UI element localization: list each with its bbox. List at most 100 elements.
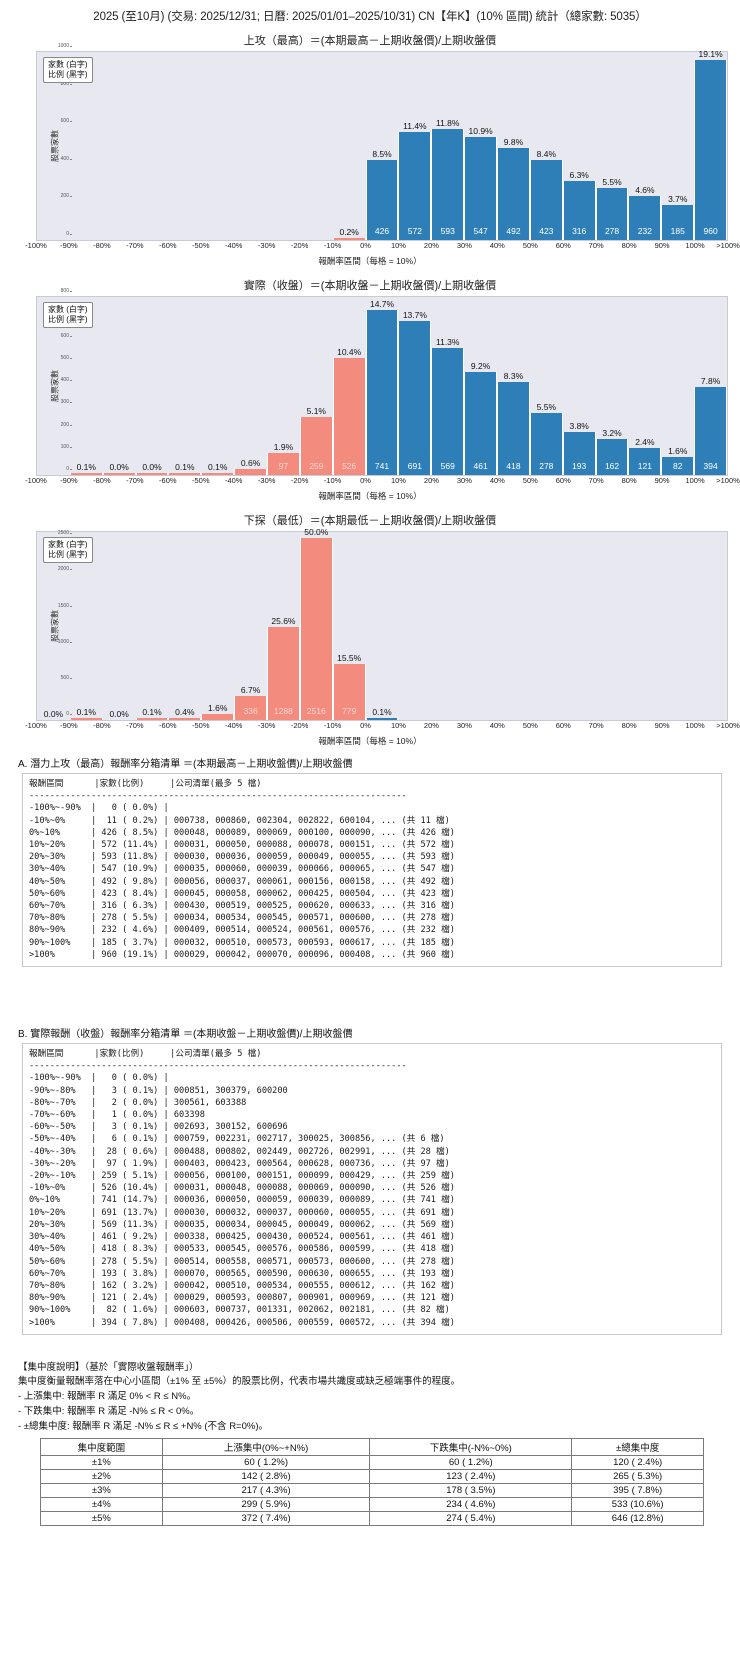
bar: 9.2% 461 (464, 361, 498, 475)
spacer (0, 1526, 740, 1542)
bar: 0.1% (168, 462, 202, 475)
legend-close: 家數 (白字) 比例 (黑字) (43, 302, 93, 328)
bar-percent-label: 8.3% (503, 371, 524, 381)
bar-group: 10.9% 547 (464, 52, 498, 240)
bar: 19.1% 960 (694, 49, 728, 240)
concentration-bullet-total: - ±總集中度: 報酬率 R 滿足 -N% ≤ R ≤ +N% (不含 R=0%… (18, 1420, 268, 1432)
table-cell: 217 ( 4.3%) (161, 1483, 371, 1499)
bar-count-label: 423 (539, 226, 554, 236)
bar: 3.8% 193 (562, 421, 596, 475)
legend-line-ratio: 比例 (黑字) (48, 550, 88, 559)
y-tick-label: 0 (66, 711, 72, 717)
table-cell: ±1% (40, 1455, 163, 1471)
bar-percent-label: 9.8% (503, 136, 524, 147)
bar: 15.5% 779 (332, 653, 366, 720)
table-cell: 533 (10.6%) (571, 1497, 704, 1513)
bar: 11.3% 569 (431, 337, 465, 475)
bar-group (234, 52, 267, 240)
bar: 25.6% 1288 (267, 616, 300, 720)
x-tick-label: -40% (224, 241, 243, 250)
table-row: ±5% 372 ( 7.4%) 274 ( 5.4%) 646 (12.8%) (40, 1511, 704, 1527)
bar: 11.4% 572 (398, 121, 432, 240)
bar-count-label: 162 (604, 461, 620, 471)
table-cell: ±2% (40, 1469, 163, 1485)
bar-count-label: 232 (637, 226, 652, 236)
bar-group: 3.2% 162 (595, 297, 629, 475)
table-cell: ±4% (40, 1497, 163, 1513)
bar-percent-label: 0.1% (208, 461, 228, 472)
bar: 10.9% 547 (464, 126, 498, 240)
x-tick-label: 50% (522, 476, 538, 485)
bar-group: 0.1% (69, 297, 103, 475)
bar-group (563, 532, 596, 720)
x-tick-label: 10% (390, 241, 406, 250)
x-tick-label: -10% (323, 241, 342, 250)
bar-percent-label: 0.0% (109, 709, 129, 719)
table-row: ±4% 299 ( 5.9%) 234 ( 4.6%) 533 (10.6%) (40, 1497, 704, 1513)
bar: 3.7% 185 (661, 194, 695, 240)
bar-count-label: 526 (342, 461, 357, 471)
table-a-body: 報酬區間 |家數(比例) |公司清單(最多 5 檔) -------------… (22, 773, 722, 968)
bar-group: 11.3% 569 (431, 297, 465, 475)
concentration-bullet-down: - 下跌集中: 報酬率 R 滿足 -N% ≤ R < 0%。 (18, 1405, 200, 1417)
bar: 6.7% 336 (234, 685, 268, 720)
x-tick-label: >100% (716, 241, 740, 250)
bar-group: 19.1% 960 (694, 49, 728, 240)
x-tick-label: 70% (588, 721, 604, 730)
bar-group: 11.8% 593 (431, 52, 465, 240)
bar-group: 7.8% 394 (694, 297, 728, 475)
x-tick-label: -90% (60, 476, 78, 485)
bars-close: 0.1% 0.0% 0.0% 0.1% 0.1% 0.6% 1.9% 97 5.1% 259 10.… (37, 297, 728, 475)
bar: 8.5% 426 (365, 149, 399, 240)
table-cell: 120 ( 2.4%) (571, 1455, 704, 1471)
bar-group: 2.4% 121 (628, 297, 662, 475)
table-row: ±3% 217 ( 4.3%) 178 ( 3.5%) 395 ( 7.8%) (40, 1483, 704, 1499)
bar-percent-label: 5.1% (306, 406, 326, 417)
bar: 4.6% 232 (628, 185, 662, 240)
bar-count-label: 572 (407, 226, 422, 236)
bar-percent-label: 25.6% (271, 615, 296, 626)
bar-count-label: 316 (572, 226, 587, 236)
x-tick-label: 20% (423, 476, 439, 485)
bar-percent-label: 14.7% (369, 299, 395, 310)
legend-downside: 家數 (白字) 比例 (黑字) (43, 537, 93, 563)
bar-percent-label: 0.1% (372, 706, 392, 717)
bar-group: 11.4% 572 (398, 52, 432, 240)
bar-count-label: 336 (243, 706, 258, 716)
bar-group (136, 52, 169, 240)
x-tick-label: 30% (456, 721, 472, 730)
bar-percent-label: 0.1% (76, 461, 96, 472)
bar-group (661, 532, 694, 720)
chart-block-close: 實際（收盤）＝(本期收盤－上期收盤價)/上期收盤價 股票家數 0 100 200 30… (0, 271, 740, 504)
y-tick-label: 2000 (57, 566, 73, 573)
bar-group: 15.5% 779 (332, 532, 366, 720)
bar-percent-label: 0.2% (339, 226, 359, 237)
chart-block-downside: 下探（最低）＝(本期最低－上期收盤價)/上期收盤價 股票家數 0 500 1000 1… (0, 506, 740, 749)
bar-group (596, 532, 629, 720)
bar-group (300, 52, 333, 240)
x-tick-label: -70% (126, 241, 144, 250)
y-tick-label: 1000 (57, 638, 73, 645)
x-tick-label: 20% (423, 241, 439, 250)
bar-percent-label: 10.9% (468, 126, 493, 137)
bar-percent-label: 11.8% (435, 117, 460, 128)
bar: 0.4% (168, 707, 202, 720)
bar-percent-label: 5.5% (536, 402, 556, 413)
bar-group (628, 532, 661, 720)
x-tick-label: -80% (93, 476, 111, 485)
table-cell: 234 ( 4.6%) (369, 1497, 573, 1513)
spacer (0, 1335, 740, 1361)
bar-count-label: 569 (440, 461, 455, 471)
x-tick-label: -50% (191, 241, 210, 250)
bar-percent-label: 11.3% (435, 337, 460, 348)
x-tick-label: -40% (224, 721, 243, 730)
x-tick-label: -10% (323, 721, 342, 730)
concentration-description: 集中度衡量報酬率落在中心小區間（±1% 至 ±5%）的股票比例，代表市場共識度或… (18, 1376, 461, 1388)
legend-line-ratio: 比例 (黑字) (48, 70, 88, 79)
concentration-table-body: ±1% 60 ( 1.2%) 60 ( 1.2%) 120 ( 2.4%) ±2% 142… (40, 1455, 704, 1527)
y-tick-label: 0 (66, 231, 72, 237)
legend-line-count: 家數 (白字) (48, 60, 88, 69)
bars-upside: 0.2% 8.5% 426 11.4% 572 11.8% 593 10.9% 547 9.8% 4… (37, 49, 728, 240)
chart-plot-downside: 股票家數 0 500 1000 1500 2000 2500 家數 (白字) 比例 (黑字… (36, 527, 728, 721)
bar-group: 0.1% (69, 532, 103, 720)
